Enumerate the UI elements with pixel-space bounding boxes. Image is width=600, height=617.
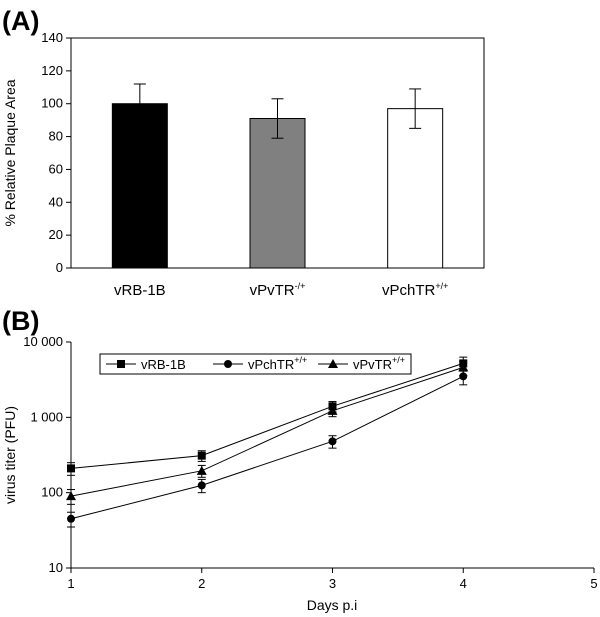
series-line bbox=[70, 375, 464, 520]
bar-y-tick-label: 100 bbox=[41, 96, 63, 111]
legend-box bbox=[99, 353, 412, 375]
line-y-axis-title: virus titer (PFU) bbox=[2, 406, 18, 504]
legend-label-base: vPchTR bbox=[248, 357, 294, 372]
bar-category-labels: vRB-1B vPvTR-/+ vPchTR+/+ bbox=[114, 281, 448, 299]
line-y-tick-label: 1 000 bbox=[30, 409, 63, 424]
bar-y-tick-label: 20 bbox=[49, 227, 63, 242]
legend-label: vPchTR+/+ bbox=[248, 355, 307, 372]
line-y-tick-label: 10 000 bbox=[23, 334, 63, 349]
legend-label-sup: +/+ bbox=[294, 355, 307, 365]
line-x-tick-label: 5 bbox=[590, 576, 597, 591]
legend-label: vPvTR+/+ bbox=[353, 355, 405, 372]
legend-label-sup: +/+ bbox=[392, 355, 405, 365]
series-marker bbox=[328, 437, 337, 446]
line-x-tick-label: 1 bbox=[67, 576, 74, 591]
series-marker bbox=[67, 514, 75, 523]
series-marker bbox=[197, 481, 206, 490]
bar-category-label: vPvTR-/+ bbox=[250, 281, 306, 299]
bar-y-tick-label: 60 bbox=[49, 161, 63, 176]
series-line bbox=[70, 366, 464, 497]
bar-category-label-base: vRB-1B bbox=[114, 282, 166, 299]
legend-marker bbox=[328, 359, 338, 368]
legend-marker bbox=[117, 360, 125, 368]
legend-marker bbox=[224, 360, 232, 368]
panel-b-label: (B) bbox=[2, 306, 39, 336]
bar bbox=[249, 118, 306, 269]
bar bbox=[111, 103, 168, 269]
bar-y-axis: 0 20 40 60 80 100 120 140 bbox=[41, 30, 71, 275]
bar-category-label-sup: -/+ bbox=[295, 281, 306, 291]
bar-category-label-sup: +/+ bbox=[435, 281, 448, 291]
series-marker bbox=[196, 465, 207, 475]
series-marker bbox=[197, 451, 206, 460]
line-series bbox=[66, 356, 469, 528]
legend-label-base: vRB-1B bbox=[141, 357, 186, 372]
line-legend: vRB-1B vPchTR+/+ vPvTR+/+ bbox=[99, 353, 412, 375]
bar-y-tick-label: 140 bbox=[41, 30, 63, 45]
bar-category-label-base: vPchTR bbox=[382, 282, 436, 299]
legend-label: vRB-1B bbox=[141, 357, 186, 372]
bar-category-label: vPchTR+/+ bbox=[382, 281, 448, 299]
series-marker bbox=[67, 464, 75, 473]
line-x-tick-label: 4 bbox=[460, 576, 467, 591]
series-marker bbox=[459, 372, 468, 381]
bar-series bbox=[111, 83, 444, 269]
line-x-axis-title: Days p.i bbox=[307, 597, 358, 613]
bar-y-tick-label: 40 bbox=[49, 194, 63, 209]
bar-y-tick-label: 120 bbox=[41, 63, 63, 78]
bar-y-axis-title: % Relative Plaque Area bbox=[2, 79, 18, 226]
bar bbox=[387, 108, 444, 269]
series-marker bbox=[458, 362, 469, 372]
bar-y-tick-label: 80 bbox=[49, 129, 63, 144]
line-axes: 10 100 1 000 10 000 1 2 3 4 5 bbox=[23, 334, 597, 591]
panel-a-label: (A) bbox=[2, 6, 39, 36]
legend-label-base: vPvTR bbox=[353, 357, 392, 372]
series-line bbox=[70, 362, 464, 469]
bar-y-tick-label: 0 bbox=[56, 260, 63, 275]
line-y-tick-label: 100 bbox=[41, 485, 63, 500]
line-x-tick-label: 2 bbox=[198, 576, 205, 591]
line-x-tick-label: 3 bbox=[329, 576, 336, 591]
series-marker bbox=[66, 491, 76, 501]
line-y-tick-label: 10 bbox=[49, 560, 63, 575]
series-marker bbox=[327, 405, 338, 415]
bar-category-label-base: vPvTR bbox=[250, 282, 295, 299]
bar-category-label: vRB-1B bbox=[114, 282, 166, 299]
